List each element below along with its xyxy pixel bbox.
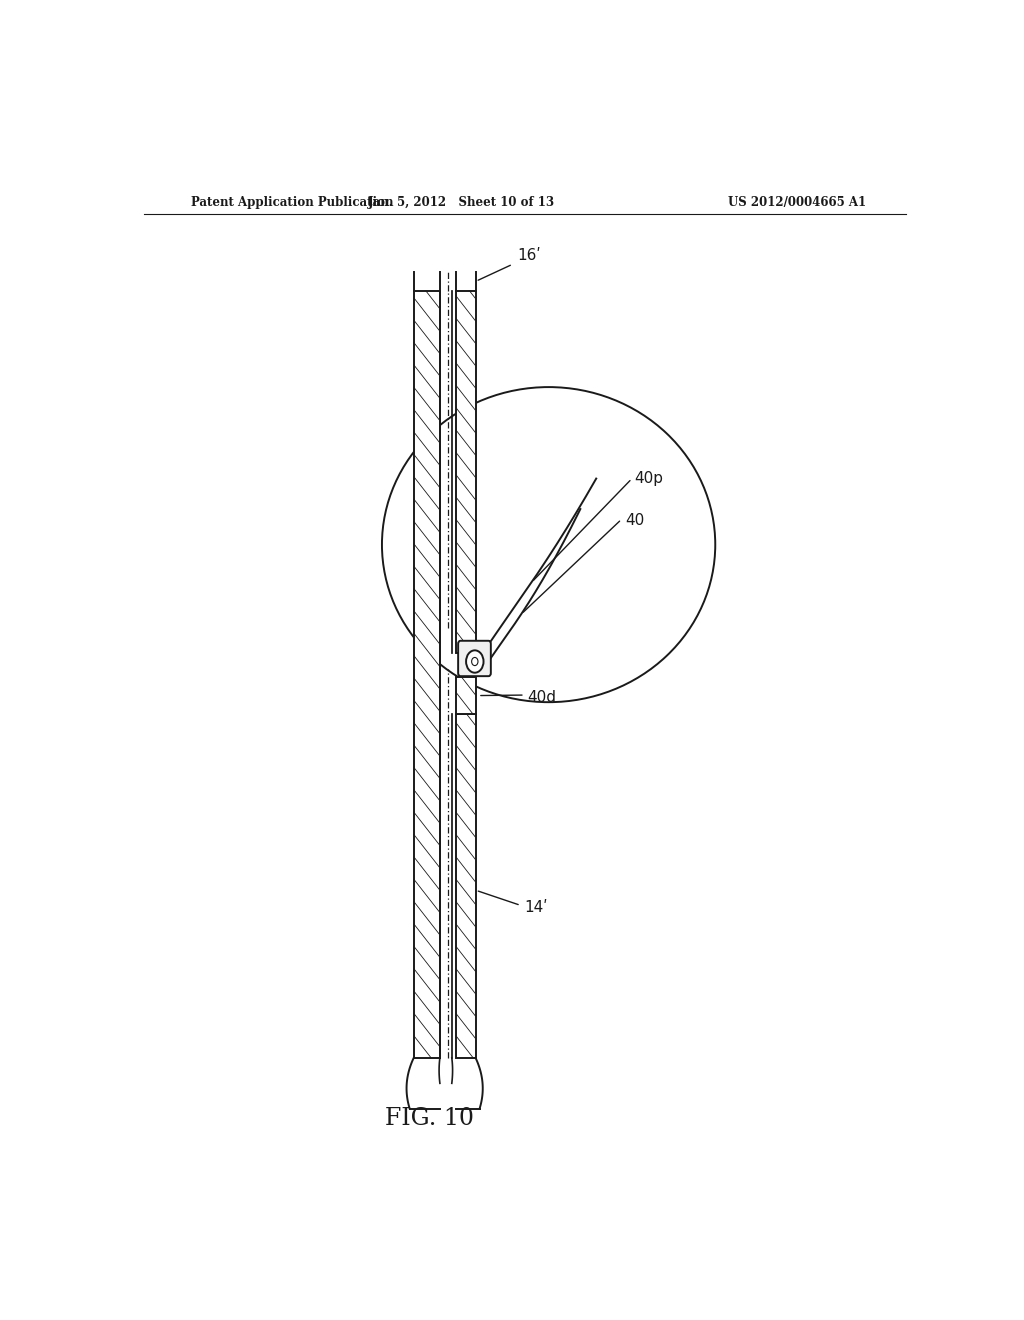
Circle shape — [466, 651, 483, 673]
Text: Jan. 5, 2012   Sheet 10 of 13: Jan. 5, 2012 Sheet 10 of 13 — [368, 195, 555, 209]
Text: FIG. 10: FIG. 10 — [385, 1107, 474, 1130]
Text: 16ʹ: 16ʹ — [517, 248, 541, 263]
Circle shape — [472, 657, 478, 665]
FancyBboxPatch shape — [458, 640, 490, 676]
Text: US 2012/0004665 A1: US 2012/0004665 A1 — [728, 195, 866, 209]
Text: 40p: 40p — [634, 471, 664, 486]
Text: 14ʹ: 14ʹ — [524, 900, 548, 915]
Bar — [456, 677, 475, 714]
Bar — [456, 290, 475, 653]
Bar — [456, 714, 475, 1057]
Text: 40: 40 — [625, 512, 644, 528]
Bar — [414, 290, 440, 1057]
Text: Patent Application Publication: Patent Application Publication — [191, 195, 394, 209]
Text: 40d: 40d — [527, 689, 556, 705]
